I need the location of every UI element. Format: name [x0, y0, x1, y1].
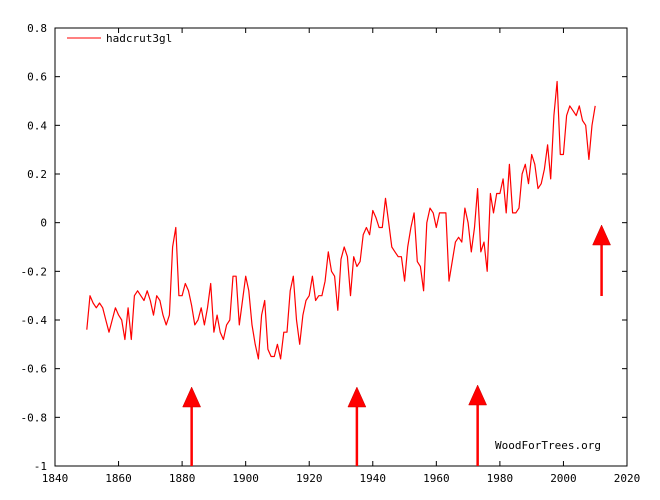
y-tick-label: 0.6	[27, 71, 47, 84]
y-tick-label: -0.6	[21, 363, 48, 376]
x-tick-label: 2020	[614, 472, 641, 485]
x-tick-label: 1960	[423, 472, 450, 485]
series-line	[86, 80, 596, 360]
annotation-arrow	[592, 224, 611, 296]
x-tick-label: 1840	[42, 472, 69, 485]
y-tick-label: 0	[40, 217, 47, 230]
series-layer	[86, 80, 596, 360]
y-tick-label: 0.2	[27, 168, 47, 181]
annotation-arrow-head	[347, 386, 367, 408]
annotation-arrow	[468, 384, 488, 466]
annotation-arrow-head	[468, 384, 488, 406]
x-tick-label: 1980	[487, 472, 514, 485]
axis-layer: 1840 1860 1880 1900 1920 1940 1960 1980 2000 2020…	[21, 22, 641, 485]
annotation-arrow-head	[182, 386, 202, 408]
annotation-arrow	[182, 386, 202, 466]
legend: hadcrut3gl	[67, 32, 172, 45]
y-tick-label: -1	[34, 460, 47, 473]
x-tick-label: 2000	[550, 472, 577, 485]
y-tick-label: 0.8	[27, 22, 47, 35]
x-tick-label: 1940	[360, 472, 387, 485]
annotation-arrow-head	[592, 224, 611, 246]
annotation-arrow	[347, 386, 367, 466]
legend-label: hadcrut3gl	[106, 32, 172, 45]
x-tick-label: 1860	[105, 472, 132, 485]
x-tick-label: 1920	[296, 472, 323, 485]
x-tick-label: 1880	[169, 472, 196, 485]
arrow-layer	[182, 224, 611, 466]
x-tick-label: 1900	[232, 472, 259, 485]
plot-frame	[54, 27, 628, 467]
y-tick-label: -0.8	[21, 411, 48, 424]
y-tick-label: -0.2	[21, 265, 48, 278]
watermark: WoodForTrees.org	[495, 439, 601, 452]
y-tick-label: -0.4	[21, 314, 48, 327]
y-tick-label: 0.4	[27, 119, 47, 132]
